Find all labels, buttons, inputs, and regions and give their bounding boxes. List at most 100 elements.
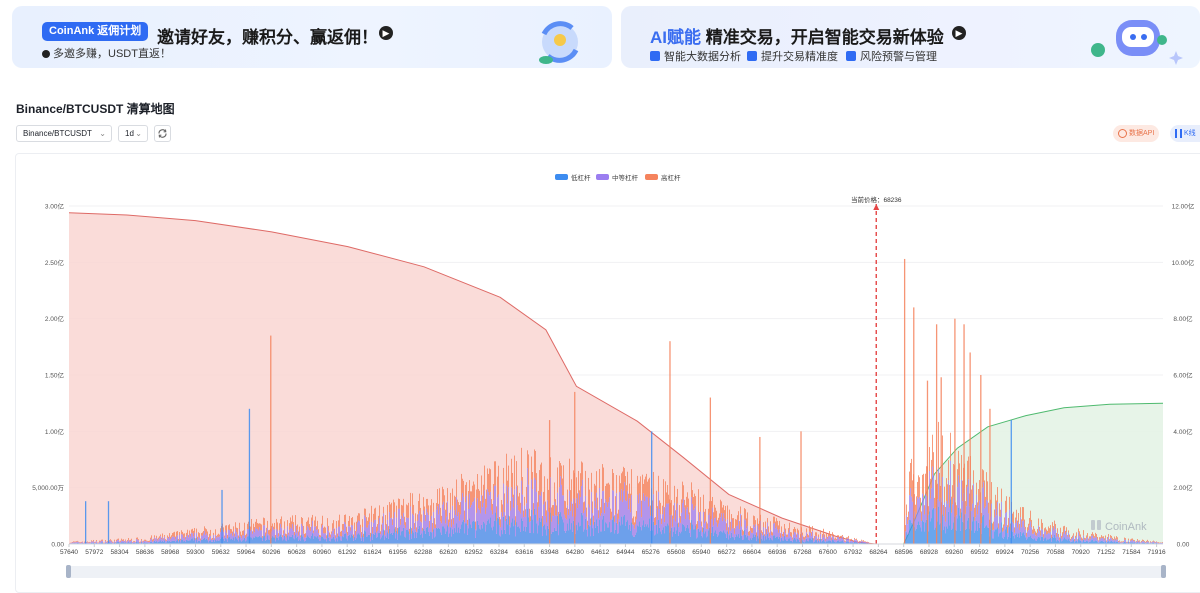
bar-high xyxy=(844,541,845,542)
bar-mid xyxy=(152,542,153,543)
bar-mid xyxy=(679,518,680,532)
bar-low xyxy=(365,531,366,544)
bar-high xyxy=(121,539,122,541)
bar-low xyxy=(203,539,204,544)
data-api-button[interactable]: 数据API xyxy=(1113,125,1159,142)
bar-mid xyxy=(246,536,247,540)
bar-mid xyxy=(171,538,172,542)
bar-low xyxy=(998,536,999,544)
bar-low xyxy=(253,537,254,544)
bar-low xyxy=(993,538,994,544)
bar-low xyxy=(482,528,483,544)
bar-high xyxy=(373,514,374,523)
bar-high xyxy=(364,508,365,515)
bar-mid xyxy=(1005,513,1006,529)
bar-high xyxy=(130,540,131,541)
bar-high xyxy=(1111,536,1112,538)
bar-high xyxy=(974,508,975,521)
bar-low xyxy=(643,520,644,544)
x-tick-label: 64944 xyxy=(616,549,634,556)
bar-high xyxy=(704,512,705,523)
x-tick-label: 62288 xyxy=(414,549,432,556)
bar-mid xyxy=(187,535,188,541)
bar-mid xyxy=(308,528,309,537)
bar-high xyxy=(342,524,343,530)
bar-low xyxy=(648,527,649,544)
bar-high xyxy=(923,474,924,497)
bar-mid xyxy=(286,538,287,542)
bar-high xyxy=(535,451,536,480)
arrow-right-icon[interactable]: ▶ xyxy=(952,26,966,40)
bar-mid xyxy=(1030,522,1031,536)
bar-mid xyxy=(1069,537,1070,540)
refresh-button[interactable] xyxy=(154,125,171,142)
chart-canvas[interactable]: 当前价格：682360.005,000.00万1.00亿1.50亿2.00亿2.… xyxy=(16,154,1200,579)
bar-high xyxy=(947,484,948,504)
x-tick-label: 67600 xyxy=(819,549,837,556)
bar-mid xyxy=(1092,536,1093,540)
bar-low xyxy=(428,532,429,544)
bar-mid xyxy=(348,526,349,536)
bar-mid xyxy=(356,531,357,538)
legend-swatch xyxy=(596,174,609,180)
bar-low xyxy=(640,527,641,544)
bar-low xyxy=(706,537,707,544)
bar-high xyxy=(77,541,78,542)
bar-low xyxy=(381,537,382,544)
bar-mid xyxy=(140,543,141,544)
bar-high xyxy=(943,505,944,516)
bar-low xyxy=(1012,532,1013,544)
bar-mid xyxy=(727,519,728,531)
bar-mid xyxy=(706,529,707,537)
bar-low xyxy=(725,534,726,544)
bar-high xyxy=(375,508,376,520)
bar-low xyxy=(991,523,992,544)
bar-mid xyxy=(953,498,954,522)
bar-high xyxy=(382,516,383,523)
bar-mid xyxy=(628,509,629,529)
bar-mid xyxy=(137,540,138,543)
bar-high xyxy=(692,490,693,504)
bar-low xyxy=(957,519,958,544)
arrow-right-icon[interactable]: ▶ xyxy=(379,26,393,40)
watermark-text: CoinAnk xyxy=(1105,521,1147,533)
bar-low xyxy=(973,517,974,544)
bar-mid xyxy=(723,513,724,530)
kline-button[interactable]: K线 xyxy=(1170,125,1200,142)
bar-high xyxy=(555,499,556,515)
bar-high xyxy=(715,508,716,518)
bar-low xyxy=(632,535,633,544)
bar-mid xyxy=(337,537,338,541)
bar-mid xyxy=(80,543,81,544)
bar-mid xyxy=(730,531,731,538)
bar-mid xyxy=(910,488,911,520)
bar-high xyxy=(139,542,140,543)
feature-item: 智能大数据分析 xyxy=(650,48,741,64)
bar-low xyxy=(441,535,442,544)
bar-mid xyxy=(814,539,815,542)
bar-mid xyxy=(742,535,743,539)
bar-low xyxy=(566,531,567,544)
ai-banner[interactable]: AI赋能 精准交易，开启智能交易新体验 ▶ 智能大数据分析 提升交易精准度 风险… xyxy=(621,6,1200,68)
bar-high xyxy=(840,536,841,538)
bar-low xyxy=(649,519,650,544)
bar-mid xyxy=(366,527,367,537)
bar-low xyxy=(747,536,748,544)
bar-mid xyxy=(848,539,849,542)
bar-high xyxy=(804,537,805,540)
bar-low xyxy=(257,537,258,544)
interval-select[interactable]: 1d ⌄ xyxy=(118,125,148,142)
spike-bar xyxy=(954,319,955,544)
pair-select[interactable]: Binance/BTCUSDT ⌄ xyxy=(16,125,112,142)
bar-mid xyxy=(358,521,359,534)
bar-mid xyxy=(1054,526,1055,534)
bar-mid xyxy=(474,498,475,522)
referral-banner[interactable]: CoinAnk 返佣计划 邀请好友，赚积分、赢返佣！ ▶ 多邀多赚，USDT直返… xyxy=(12,6,612,68)
feature-item: 风险预警与管理 xyxy=(846,48,937,64)
bar-mid xyxy=(1064,530,1065,538)
bar-high xyxy=(862,541,863,542)
bar-high xyxy=(519,493,520,512)
bar-mid xyxy=(1095,537,1096,541)
bar-mid xyxy=(195,540,196,542)
